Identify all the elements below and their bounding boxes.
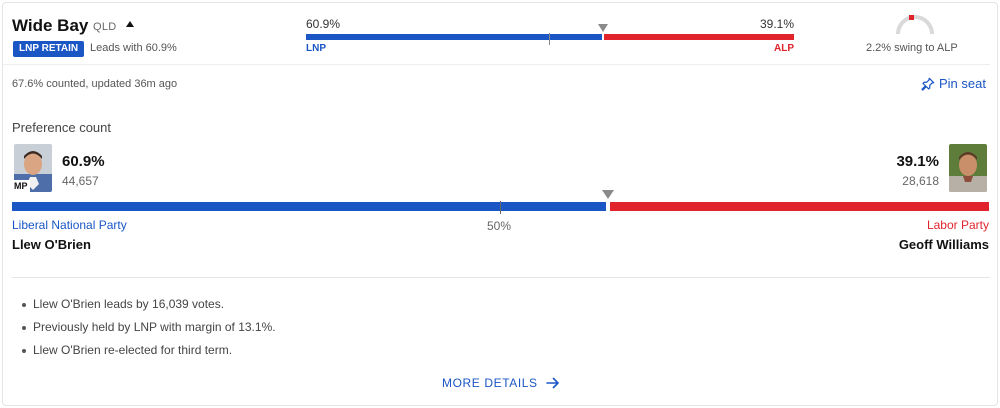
alp-party-name: Labor Party: [926, 218, 989, 232]
notes-divider: [12, 277, 990, 278]
mini-lnp-label: LNP: [306, 43, 326, 54]
mp-badge: MP: [12, 180, 30, 192]
lnp-pct: 60.9%: [62, 153, 105, 170]
midpoint-tick: [500, 201, 501, 214]
mini-alp-pct: 39.1%: [760, 17, 795, 31]
swing-text: 2.2% swing to ALP: [866, 42, 958, 54]
pin-seat-label: Pin seat: [939, 76, 986, 91]
lnp-preference-bar: [12, 202, 606, 211]
pin-seat-button[interactable]: Pin seat: [921, 76, 986, 91]
more-details-link[interactable]: MORE DETAILS: [442, 376, 560, 390]
alp-votes: 28,618: [902, 174, 939, 188]
mini-lnp-pct: 60.9%: [306, 17, 341, 31]
status-badge: LNP RETAIN: [13, 41, 85, 57]
candidate-photo-alp: [949, 144, 987, 192]
seat-notes-list: Llew O'Brien leads by 16,039 votes. Prev…: [20, 293, 276, 362]
leads-text: Leads with 60.9%: [90, 42, 177, 54]
note-item: Llew O'Brien leads by 16,039 votes.: [20, 293, 276, 316]
header-divider: [2, 64, 990, 65]
state-label: QLD: [93, 21, 117, 33]
mini-alp-label: ALP: [774, 43, 794, 54]
result-marker: [602, 190, 614, 199]
lnp-candidate-name: Llew O'Brien: [12, 237, 91, 252]
swing-gauge-needle: [909, 15, 914, 20]
lnp-votes: 44,657: [62, 174, 99, 188]
lnp-party-name: Liberal National Party: [12, 218, 127, 232]
mini-lnp-bar: [306, 34, 602, 40]
mini-result-marker: [598, 24, 608, 32]
swing-gauge-icon: [896, 15, 934, 35]
note-item: Previously held by LNP with margin of 13…: [20, 316, 276, 339]
seat-name[interactable]: Wide Bay: [12, 16, 89, 35]
pin-icon: [921, 77, 935, 91]
alp-candidate-name: Geoff Williams: [898, 237, 989, 252]
mini-midpoint-tick: [549, 33, 550, 45]
more-details-label: MORE DETAILS: [442, 376, 538, 390]
arrow-right-icon: [545, 377, 559, 389]
mini-alp-bar: [604, 34, 794, 40]
note-item: Llew O'Brien re-elected for third term.: [20, 339, 276, 362]
midpoint-label: 50%: [487, 219, 512, 233]
caret-up-icon[interactable]: [126, 21, 134, 27]
preference-count-title: Preference count: [12, 120, 112, 135]
counted-status: 67.6% counted, updated 36m ago: [12, 78, 178, 90]
alp-preference-bar: [610, 202, 989, 211]
alp-pct: 39.1%: [896, 153, 939, 170]
